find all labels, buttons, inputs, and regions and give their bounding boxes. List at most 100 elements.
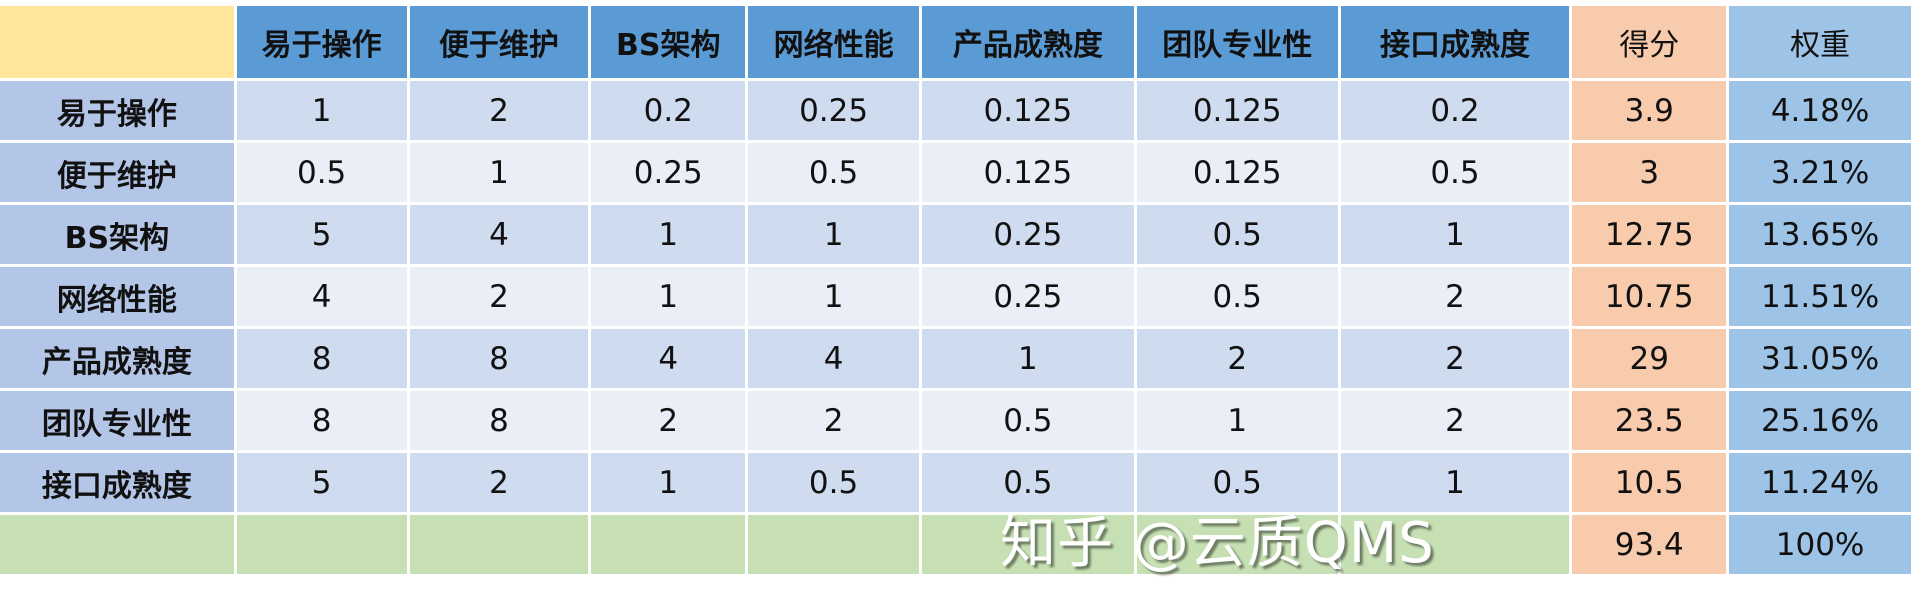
- matrix-cell: 0.5: [922, 391, 1134, 450]
- table-row: BS架构 5 4 1 1 0.25 0.5 1 12.75 13.65%: [0, 205, 1911, 264]
- total-row: 93.4 100%: [0, 515, 1911, 574]
- matrix-cell: 2: [1340, 267, 1570, 326]
- ahp-matrix-table: 易于操作 便于维护 BS架构 网络性能 产品成熟度 团队专业性 接口成熟度 得分…: [0, 3, 1914, 577]
- score-cell: 3.9: [1572, 81, 1727, 140]
- weight-cell: 11.24%: [1729, 453, 1911, 512]
- table-row: 接口成熟度 5 2 1 0.5 0.5 0.5 1 10.5 11.24%: [0, 453, 1911, 512]
- weight-cell: 13.65%: [1729, 205, 1911, 264]
- matrix-cell: 1: [591, 267, 746, 326]
- matrix-cell: 0.2: [591, 81, 746, 140]
- matrix-cell: 0.5: [748, 143, 919, 202]
- matrix-cell: 0.125: [922, 81, 1134, 140]
- matrix-cell: 0.5: [922, 453, 1134, 512]
- score-cell: 10.5: [1572, 453, 1727, 512]
- score-cell: 29: [1572, 329, 1727, 388]
- table-row: 易于操作 1 2 0.2 0.25 0.125 0.125 0.2 3.9 4.18%: [0, 81, 1911, 140]
- matrix-cell: 8: [236, 329, 407, 388]
- column-header: 网络性能: [748, 6, 919, 78]
- matrix-cell: 0.125: [1136, 81, 1338, 140]
- matrix-cell: 5: [236, 205, 407, 264]
- weight-cell: 31.05%: [1729, 329, 1911, 388]
- matrix-cell: 0.25: [922, 267, 1134, 326]
- matrix-cell: 4: [748, 329, 919, 388]
- matrix-cell: 0.2: [1340, 81, 1570, 140]
- row-label: 接口成熟度: [0, 453, 234, 512]
- watermark: 知乎 @云质QMS: [1000, 511, 1435, 576]
- matrix-cell: 2: [1340, 329, 1570, 388]
- matrix-cell: 4: [236, 267, 407, 326]
- matrix-cell: 0.125: [922, 143, 1134, 202]
- empty-cell: [1340, 515, 1570, 574]
- empty-cell: [591, 515, 746, 574]
- table-row: 网络性能 4 2 1 1 0.25 0.5 2 10.75 11.51%: [0, 267, 1911, 326]
- matrix-cell: 1: [1340, 205, 1570, 264]
- empty-cell: [748, 515, 919, 574]
- weight-header: 权重: [1729, 6, 1911, 78]
- column-header: 易于操作: [236, 6, 407, 78]
- score-header: 得分: [1572, 6, 1727, 78]
- matrix-cell: 0.5: [236, 143, 407, 202]
- matrix-cell: 2: [591, 391, 746, 450]
- matrix-cell: 1: [591, 453, 746, 512]
- total-weight: 100%: [1729, 515, 1911, 574]
- corner-cell: [0, 6, 234, 78]
- matrix-cell: 2: [1340, 391, 1570, 450]
- empty-cell: [0, 515, 234, 574]
- weight-cell: 11.51%: [1729, 267, 1911, 326]
- matrix-cell: 1: [409, 143, 589, 202]
- matrix-cell: 0.125: [1136, 143, 1338, 202]
- row-label: 团队专业性: [0, 391, 234, 450]
- row-label: 便于维护: [0, 143, 234, 202]
- column-header: BS架构: [591, 6, 746, 78]
- matrix-cell: 2: [409, 267, 589, 326]
- matrix-cell: 0.5: [748, 453, 919, 512]
- matrix-cell: 2: [748, 391, 919, 450]
- matrix-cell: 1: [922, 329, 1134, 388]
- empty-cell: [1136, 515, 1338, 574]
- matrix-cell: 1: [748, 267, 919, 326]
- weight-cell: 3.21%: [1729, 143, 1911, 202]
- table-row: 产品成熟度 8 8 4 4 1 2 2 29 31.05%: [0, 329, 1911, 388]
- column-header: 团队专业性: [1136, 6, 1338, 78]
- matrix-cell: 2: [409, 453, 589, 512]
- score-cell: 10.75: [1572, 267, 1727, 326]
- matrix-cell: 8: [409, 391, 589, 450]
- score-cell: 12.75: [1572, 205, 1727, 264]
- matrix-cell: 0.5: [1340, 143, 1570, 202]
- empty-cell: [236, 515, 407, 574]
- row-label: 网络性能: [0, 267, 234, 326]
- matrix-cell: 8: [409, 329, 589, 388]
- header-row: 易于操作 便于维护 BS架构 网络性能 产品成熟度 团队专业性 接口成熟度 得分…: [0, 6, 1911, 78]
- column-header: 接口成熟度: [1340, 6, 1570, 78]
- matrix-cell: 4: [409, 205, 589, 264]
- matrix-cell: 0.25: [922, 205, 1134, 264]
- matrix-cell: 1: [748, 205, 919, 264]
- matrix-cell: 0.5: [1136, 205, 1338, 264]
- table-row: 团队专业性 8 8 2 2 0.5 1 2 23.5 25.16%: [0, 391, 1911, 450]
- column-header: 产品成熟度: [922, 6, 1134, 78]
- weight-cell: 25.16%: [1729, 391, 1911, 450]
- matrix-cell: 2: [1136, 329, 1338, 388]
- table-row: 便于维护 0.5 1 0.25 0.5 0.125 0.125 0.5 3 3.21%: [0, 143, 1911, 202]
- matrix-cell: 8: [236, 391, 407, 450]
- row-label: 产品成熟度: [0, 329, 234, 388]
- column-header: 便于维护: [409, 6, 589, 78]
- matrix-cell: 1: [236, 81, 407, 140]
- matrix-cell: 2: [409, 81, 589, 140]
- score-cell: 23.5: [1572, 391, 1727, 450]
- matrix-cell: 5: [236, 453, 407, 512]
- matrix-cell: 4: [591, 329, 746, 388]
- matrix-cell: 1: [591, 205, 746, 264]
- matrix-cell: 0.5: [1136, 267, 1338, 326]
- matrix-cell: 0.5: [1136, 453, 1338, 512]
- weight-cell: 4.18%: [1729, 81, 1911, 140]
- matrix-cell: 1: [1136, 391, 1338, 450]
- matrix-cell: 1: [1340, 453, 1570, 512]
- empty-cell: [409, 515, 589, 574]
- score-cell: 3: [1572, 143, 1727, 202]
- empty-cell: [922, 515, 1134, 574]
- matrix-cell: 0.25: [748, 81, 919, 140]
- row-label: BS架构: [0, 205, 234, 264]
- matrix-cell: 0.25: [591, 143, 746, 202]
- total-score: 93.4: [1572, 515, 1727, 574]
